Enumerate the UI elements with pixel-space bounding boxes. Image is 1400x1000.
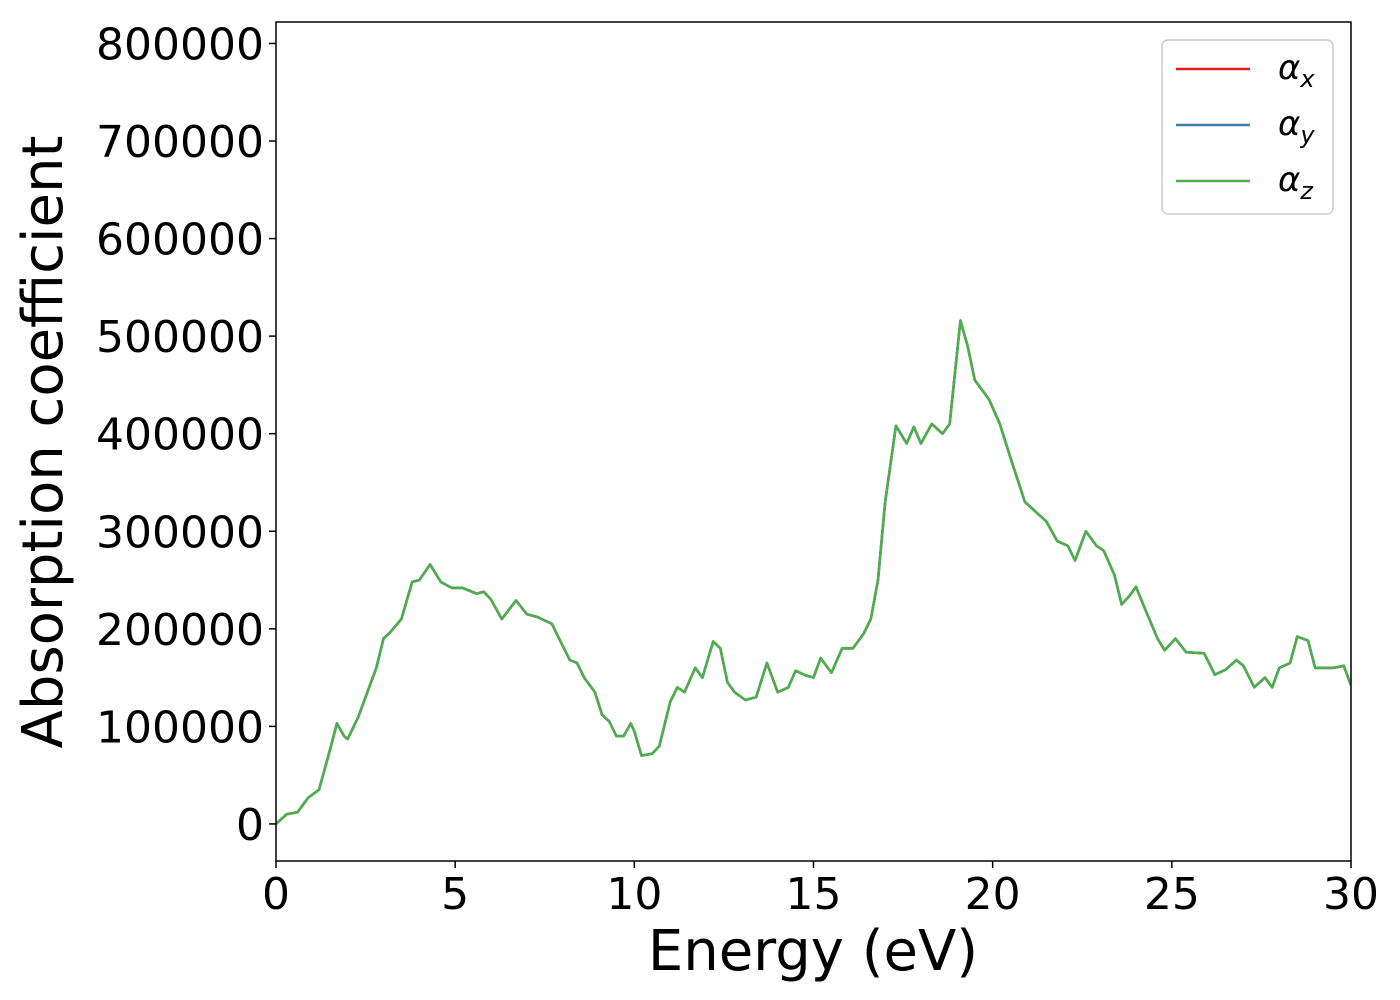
x-axis-label: Energy (eV) [648, 919, 978, 984]
y-tick-label: 500000 [96, 312, 264, 363]
y-tick-label: 400000 [96, 410, 264, 461]
data-line [276, 319, 1351, 825]
legend-label: αy [1278, 104, 1315, 149]
y-tick-label: 200000 [96, 605, 264, 656]
y-tick-label: 700000 [96, 117, 264, 168]
legend-label: αz [1278, 160, 1314, 205]
y-tick-label: 100000 [96, 702, 264, 753]
x-tick-label: 15 [786, 869, 842, 920]
x-tick-label: 30 [1323, 869, 1379, 920]
x-tick-label: 5 [441, 869, 469, 920]
y-tick-label: 600000 [96, 215, 264, 266]
legend-box [1161, 39, 1334, 215]
data-line [276, 319, 1351, 825]
y-tick-label: 0 [236, 800, 264, 851]
x-tick-label: 10 [606, 869, 662, 920]
data-line [276, 319, 1351, 825]
plot-frame [275, 21, 1352, 862]
x-tick-label: 25 [1144, 869, 1200, 920]
y-axis-label: Absorption coefficient [11, 136, 76, 749]
y-tick-label: 300000 [96, 507, 264, 558]
legend-label: αx [1278, 48, 1315, 93]
x-tick-label: 20 [965, 869, 1021, 920]
x-tick-label: 0 [262, 869, 290, 920]
y-tick-label: 800000 [96, 19, 264, 70]
